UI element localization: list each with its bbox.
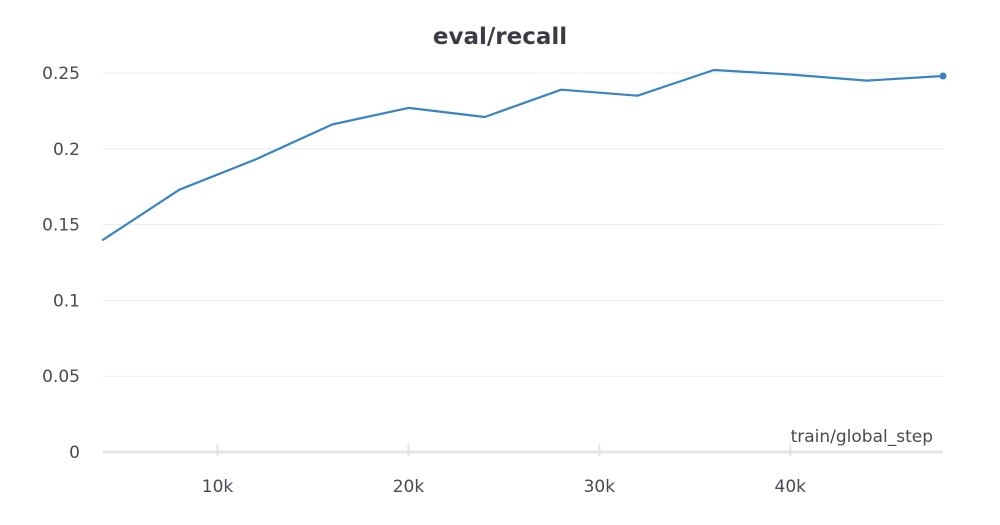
y-tick-label: 0.05 <box>42 367 80 387</box>
x-tick-label: 40k <box>775 477 807 497</box>
x-tick-label: 20k <box>393 477 425 497</box>
y-tick-label: 0.1 <box>53 291 80 311</box>
chart-title: eval/recall <box>432 24 568 50</box>
x-axis-title: train/global_step <box>791 427 933 447</box>
x-tick-label: 10k <box>202 477 234 497</box>
y-tick-label: 0.2 <box>53 140 80 160</box>
x-tick-label: 30k <box>584 477 616 497</box>
series-line <box>101 68 945 241</box>
y-tick-label: 0 <box>69 443 80 463</box>
y-tick-label: 0.25 <box>42 64 80 84</box>
series-end-point <box>939 72 947 80</box>
y-tick-label: 0.15 <box>42 216 80 236</box>
